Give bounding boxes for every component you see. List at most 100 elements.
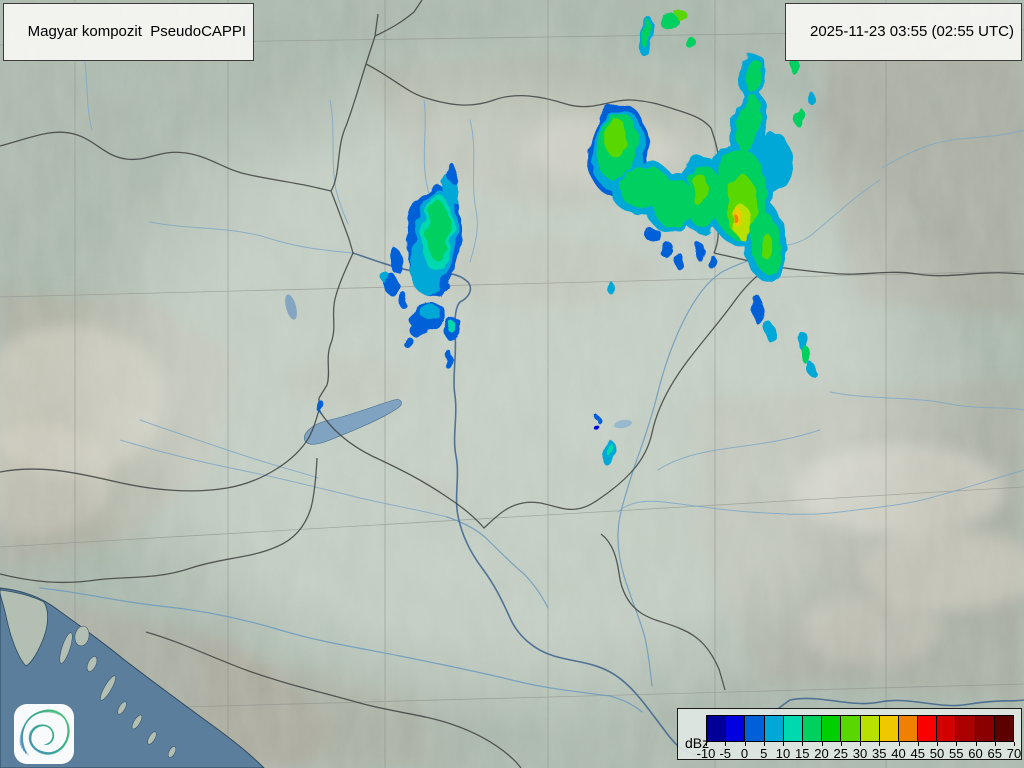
radar-echo <box>676 11 688 21</box>
lakes <box>285 294 632 445</box>
radar-echo <box>447 320 455 332</box>
legend-tick-label: 40 <box>891 746 906 761</box>
legend-cell <box>763 715 783 742</box>
legend-tickmark <box>744 742 746 746</box>
radar-echo <box>409 323 427 337</box>
legend-tickmark <box>879 742 881 746</box>
legend-cell <box>782 715 802 742</box>
timestamp: 2025-11-23 03:55 (02:55 UTC) <box>809 23 1014 40</box>
radar-echo <box>735 96 763 152</box>
legend-tick-label: 70 <box>1006 746 1022 761</box>
radar-echo <box>797 331 809 351</box>
hungaromet-spiral-logo <box>14 704 74 764</box>
radar-echo <box>684 37 696 47</box>
legend-tick-label: 15 <box>795 746 810 761</box>
radar-echo <box>595 416 601 422</box>
legend-tickmark <box>860 742 861 746</box>
product-title-box: Magyar kompozit PseudoCAPPI <box>3 3 255 61</box>
legend-tickmark <box>994 742 996 746</box>
product-title: Magyar kompozit PseudoCAPPI <box>27 23 247 40</box>
legend-tick-label: -10 <box>696 746 716 761</box>
lake-tisza <box>614 419 632 429</box>
legend-tick-label: 55 <box>949 746 964 761</box>
radar-echo <box>795 108 805 128</box>
radar-echo <box>764 322 776 342</box>
legend-cell <box>744 715 764 742</box>
legend-cell <box>840 715 860 742</box>
legend-tick-label: 5 <box>760 746 768 761</box>
radar-echo <box>382 272 390 284</box>
legend-tick-label: 20 <box>814 746 829 761</box>
spiral-logo-graphic <box>19 709 70 756</box>
radar-echo <box>801 347 813 365</box>
legend-tick-label: 60 <box>968 746 983 761</box>
radar-echo <box>660 14 680 30</box>
legend-cell <box>706 715 726 742</box>
legend-tick-label: 10 <box>775 746 791 761</box>
radar-echo <box>751 294 765 326</box>
radar-echo <box>446 350 452 370</box>
radar-echo <box>792 60 800 76</box>
legend-cell <box>993 715 1014 742</box>
legend-tick-label: 35 <box>872 746 887 761</box>
radar-echo <box>708 255 716 269</box>
radar-echo <box>593 424 599 430</box>
istria-peninsula <box>0 589 48 667</box>
legend-tickmark <box>783 742 784 746</box>
legend-cell <box>821 715 841 742</box>
lake-balaton <box>304 399 402 445</box>
rivers <box>39 39 1024 756</box>
radar-echo <box>733 215 739 223</box>
legend-cell <box>878 715 898 742</box>
radar-echo <box>390 249 404 275</box>
legend-cell <box>917 715 937 742</box>
legend-tickmark <box>898 742 900 746</box>
legend-cell <box>897 715 918 742</box>
radar-echo <box>746 58 762 94</box>
radar-echo <box>641 19 651 47</box>
legend-tick-label: 25 <box>833 746 848 761</box>
legend-tick-label: 65 <box>987 746 1002 761</box>
legend-cell <box>859 715 879 742</box>
radar-echo <box>695 243 705 261</box>
legend-cell <box>955 715 975 742</box>
legend-colorbar <box>706 715 1014 742</box>
legend-tick-label: 50 <box>929 746 945 761</box>
legend-tick-label: 45 <box>910 746 925 761</box>
croatian-islands <box>59 625 177 758</box>
legend-tickmark <box>725 742 727 746</box>
legend-tickmark <box>937 742 938 746</box>
radar-echo <box>807 363 817 377</box>
dbz-legend: dBz -10 -5 0 5 10 15 20 25 30 35 40 45 50 55 60 65 70 <box>677 708 1022 761</box>
legend-tickmark <box>956 742 958 746</box>
lake-neusiedl <box>285 294 297 320</box>
legend-cell <box>936 715 956 742</box>
radar-echo <box>604 119 628 157</box>
radar-echo <box>426 201 450 261</box>
legend-cell <box>725 715 745 742</box>
radar-echo <box>652 179 696 227</box>
legend-unit-label: dBz <box>685 735 710 751</box>
legend-cell <box>801 715 822 742</box>
radar-echo <box>760 234 776 262</box>
legend-tick-label: 0 <box>740 746 749 761</box>
radar-echo-layer <box>318 11 817 465</box>
legend-tickmark <box>802 742 804 746</box>
radar-echo <box>606 444 614 456</box>
legend-tickmark <box>975 742 977 746</box>
radar-echo <box>675 254 685 270</box>
radar-echo <box>318 402 326 414</box>
legend-tickmark <box>840 742 842 746</box>
legend-tickmark <box>706 742 707 746</box>
radar-echo <box>644 227 660 241</box>
radar-echo <box>606 281 614 293</box>
radar-echo <box>447 164 457 182</box>
radar-echo <box>661 241 673 259</box>
legend-cell <box>974 715 994 742</box>
legend-tick-label: 30 <box>852 746 868 761</box>
radar-echo <box>401 336 413 346</box>
radar-echo <box>398 292 408 308</box>
